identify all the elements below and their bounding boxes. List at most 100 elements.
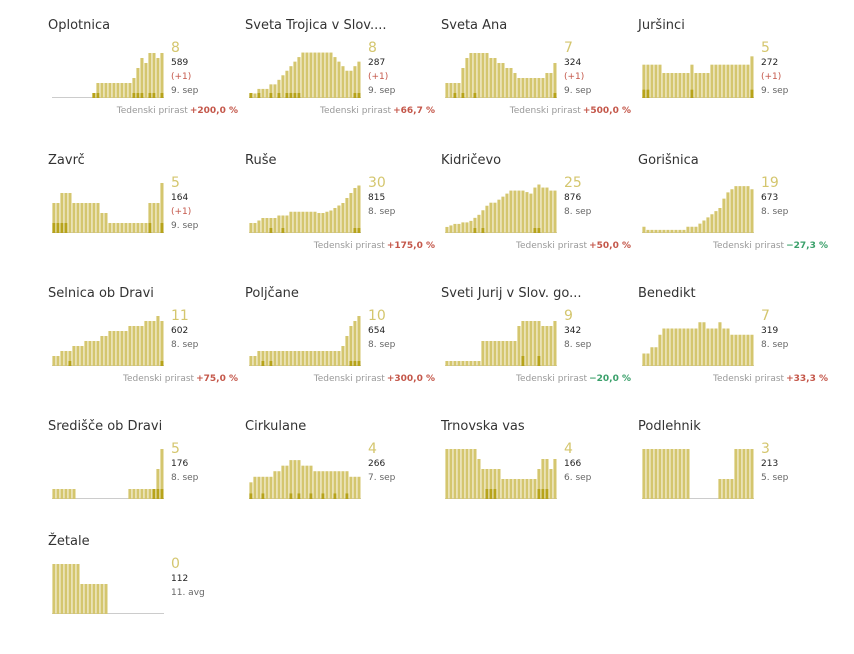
active-cases-bar — [289, 460, 293, 499]
active-cases-bar — [654, 347, 658, 366]
active-cases-bar — [309, 52, 313, 98]
active-cases-bar — [140, 326, 144, 366]
new-cases-bar — [357, 228, 361, 233]
active-cases-bar — [253, 476, 257, 499]
municipality-name: Trnovska vas — [441, 419, 525, 434]
last-update-date: 9. sep — [368, 86, 396, 96]
new-cases-bar — [357, 361, 361, 366]
active-cases-count: 11 — [171, 308, 189, 324]
active-cases-bar — [706, 73, 710, 98]
sparkbar-chart — [249, 316, 361, 366]
active-cases-bar — [100, 83, 104, 98]
active-cases-bar — [104, 336, 108, 366]
municipality-card[interactable]: Juršinci 5 272 (+1) 9. sep — [638, 18, 828, 138]
active-cases-bar — [305, 465, 309, 499]
active-cases-bar — [88, 341, 92, 366]
active-cases-bar — [349, 326, 353, 366]
active-cases-bar — [124, 223, 128, 233]
new-cases-bar — [261, 361, 265, 366]
stats-block: 5 176 8. sep — [171, 441, 198, 485]
new-cases-bar — [269, 361, 273, 366]
active-cases-bar — [714, 64, 718, 98]
municipality-card[interactable]: Cirkulane 4 266 7. sep — [245, 419, 435, 539]
municipality-card[interactable]: Sveta Trojica v Slov.... 8 287 (+1) 9. sep Te… — [245, 18, 435, 138]
municipality-card[interactable]: Gorišnica 19 673 8. sep Tedenski prirast −27,… — [638, 153, 828, 273]
active-cases-bar — [457, 449, 461, 499]
active-cases-bar — [297, 351, 301, 366]
active-cases-bar — [666, 449, 670, 499]
active-cases-bar — [345, 336, 349, 366]
active-cases-bar — [670, 73, 674, 98]
municipality-card[interactable]: Oplotnica 8 589 (+1) 9. sep Tedenski prirast +… — [48, 18, 238, 138]
municipality-card[interactable]: Selnica ob Dravi 11 602 8. sep Tedenski prir… — [48, 286, 238, 406]
active-cases-bar — [445, 449, 449, 499]
last-update-date: 9. sep — [564, 86, 592, 96]
weekly-growth-value: +300,0 % — [386, 374, 435, 384]
municipality-card[interactable]: Zavrč 5 164 (+1) 9. sep — [48, 153, 238, 273]
active-cases-bar — [457, 361, 461, 366]
active-cases-bar — [301, 211, 305, 233]
municipality-name: Selnica ob Dravi — [48, 286, 154, 301]
active-cases-bar — [116, 331, 120, 366]
active-cases-bar — [493, 469, 497, 499]
active-cases-bar — [493, 58, 497, 98]
weekly-growth-label: Tedenski prirast — [516, 374, 588, 384]
stats-block: 10 654 8. sep — [368, 308, 395, 352]
new-cases-bar — [541, 489, 545, 499]
municipality-card[interactable]: Sveti Jurij v Slov. go... 9 342 8. sep Teden… — [441, 286, 631, 406]
stats-block: 7 319 8. sep — [761, 308, 788, 352]
sparkbar-chart — [642, 449, 754, 499]
active-cases-bar — [60, 351, 64, 366]
active-cases-bar — [96, 203, 100, 233]
active-cases-bar — [265, 218, 269, 233]
new-cases-bar — [461, 93, 465, 98]
active-cases-bar — [750, 56, 754, 98]
stats-block: 5 272 (+1) 9. sep — [761, 40, 788, 98]
active-cases-bar — [285, 465, 289, 499]
active-cases-bar — [517, 326, 521, 366]
municipality-card[interactable]: Središče ob Dravi 5 176 8. sep — [48, 419, 238, 539]
weekly-growth: Tedenski prirast +75,0 % — [123, 374, 238, 384]
active-cases-bar — [152, 53, 156, 98]
active-cases-bar — [654, 229, 658, 233]
municipality-card[interactable]: Sveta Ana 7 324 (+1) 9. sep Tedenski prirast +… — [441, 18, 631, 138]
active-cases-bar — [473, 217, 477, 233]
active-cases-bar — [682, 73, 686, 98]
active-cases-bar — [445, 83, 449, 98]
active-cases-bar — [325, 211, 329, 233]
active-cases-bar — [481, 469, 485, 499]
active-cases-bar — [501, 63, 505, 98]
active-cases-bar — [501, 196, 505, 233]
active-cases-bar — [533, 187, 537, 233]
active-cases-bar — [160, 449, 164, 499]
active-cases-bar — [104, 213, 108, 233]
active-cases-bar — [497, 341, 501, 366]
sparkbar-chart — [249, 185, 361, 233]
active-cases-count: 5 — [171, 441, 180, 457]
active-cases-bar — [112, 331, 116, 366]
active-cases-bar — [678, 229, 682, 233]
municipality-card[interactable]: Benedikt 7 319 8. sep Tedenski prirast +33,3 … — [638, 286, 828, 406]
municipality-card[interactable]: Poljčane 10 654 8. sep Tedenski prirast +300,… — [245, 286, 435, 406]
weekly-growth: Tedenski prirast +500,0 % — [510, 106, 631, 116]
active-cases-bar — [666, 229, 670, 233]
active-cases-bar — [333, 351, 337, 366]
last-update-date: 9. sep — [761, 86, 789, 96]
municipality-card[interactable]: Podlehnik 3 213 5. sep — [638, 419, 828, 539]
active-cases-bar — [485, 341, 489, 366]
active-cases-bar — [301, 465, 305, 499]
active-cases-bar — [100, 336, 104, 366]
active-cases-bar — [140, 58, 144, 98]
municipality-card[interactable]: Žetale 0 112 11. avg — [48, 534, 238, 654]
municipality-card[interactable]: Ruše 30 815 8. sep Tedenski prirast +175,0 % — [245, 153, 435, 273]
municipality-card[interactable]: Trnovska vas 4 166 6. sep — [441, 419, 631, 539]
active-cases-bar — [525, 479, 529, 499]
active-cases-bar — [469, 361, 473, 366]
active-cases-bar — [128, 326, 132, 366]
active-cases-bar — [92, 203, 96, 233]
active-cases-bar — [525, 321, 529, 366]
active-cases-bar — [477, 214, 481, 233]
active-cases-bar — [702, 322, 706, 366]
new-cases-bar — [473, 228, 477, 233]
municipality-card[interactable]: Kidričevo 25 876 8. sep Tedenski prirast +50,… — [441, 153, 631, 273]
